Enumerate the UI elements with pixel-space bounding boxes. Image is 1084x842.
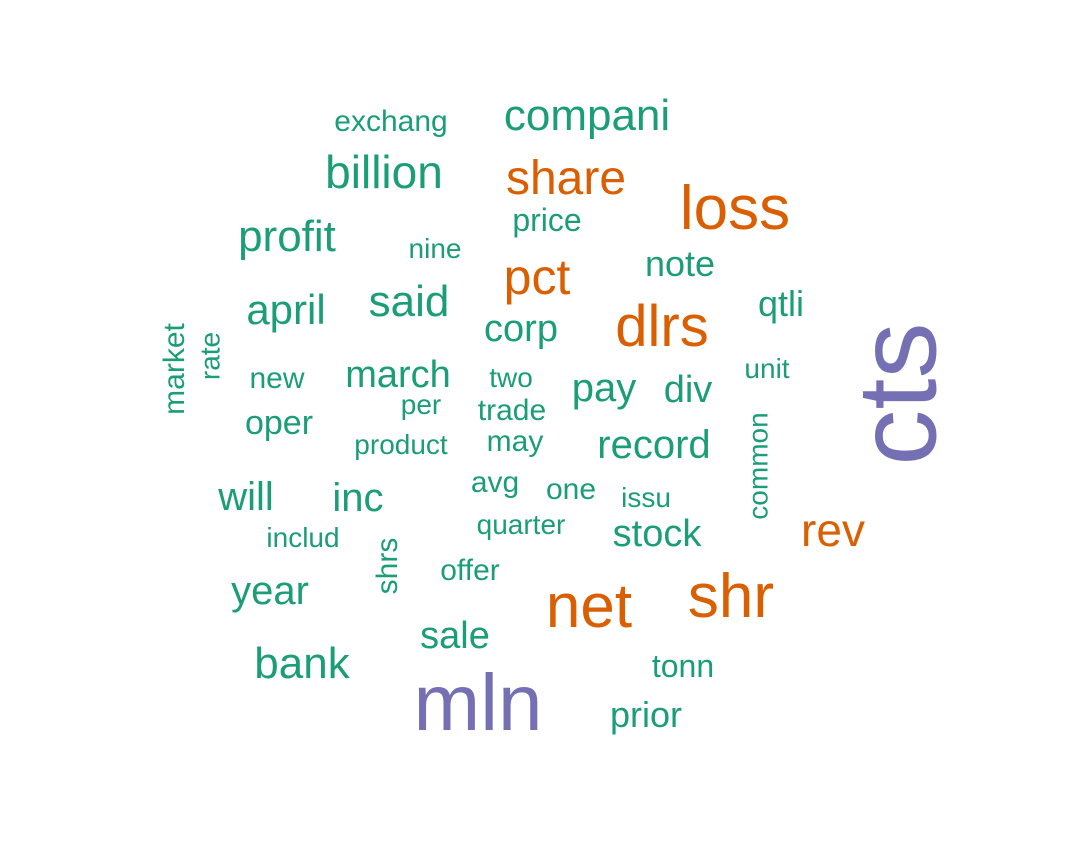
word-prior: prior (610, 694, 682, 735)
word-shr: shr (688, 562, 774, 631)
word-said: said (369, 277, 450, 326)
word-corp: corp (484, 308, 558, 350)
word-bank: bank (254, 639, 350, 688)
word-tonn: tonn (652, 648, 714, 684)
word-nine: nine (409, 233, 462, 264)
word-may: may (487, 425, 544, 458)
word-shrs: shrs (371, 538, 404, 595)
word-april: april (246, 286, 325, 333)
word-pay: pay (572, 366, 637, 410)
word-div: div (664, 369, 713, 411)
word-one: one (546, 473, 596, 506)
word-qtli: qtli (758, 283, 804, 324)
word-price: price (512, 202, 581, 238)
word-two: two (489, 362, 533, 393)
word-product: product (354, 429, 448, 460)
word-market: market (158, 322, 191, 414)
word-stock: stock (613, 513, 703, 555)
word-year: year (231, 569, 309, 613)
word-includ: includ (266, 522, 339, 553)
word-net: net (546, 572, 632, 641)
word-offer: offer (440, 554, 500, 587)
word-unit: unit (744, 353, 789, 384)
word-mln: mln (414, 658, 543, 747)
word-exchang: exchang (334, 105, 447, 138)
word-common: common (742, 412, 773, 519)
word-sale: sale (420, 615, 490, 657)
word-rate: rate (194, 332, 225, 380)
word-quarter: quarter (477, 509, 566, 540)
word-march: march (345, 354, 451, 396)
word-avg: avg (471, 466, 519, 499)
word-pct: pct (504, 249, 571, 305)
word-inc: inc (332, 476, 383, 520)
word-loss: loss (680, 174, 790, 243)
word-profit: profit (238, 212, 336, 261)
word-will: will (217, 475, 274, 519)
word-rev: rev (801, 504, 865, 556)
word-compani: compani (504, 91, 670, 140)
word-dlrs: dlrs (615, 294, 708, 359)
word-billion: billion (325, 146, 443, 198)
word-share: share (506, 152, 626, 205)
word-record: record (597, 423, 710, 467)
word-cts: cts (835, 322, 960, 465)
word-note: note (645, 243, 715, 284)
word-per: per (401, 389, 441, 420)
word-issu: issu (621, 482, 671, 513)
word-new: new (249, 362, 304, 395)
word-oper: oper (245, 404, 313, 442)
word-trade: trade (478, 394, 546, 427)
